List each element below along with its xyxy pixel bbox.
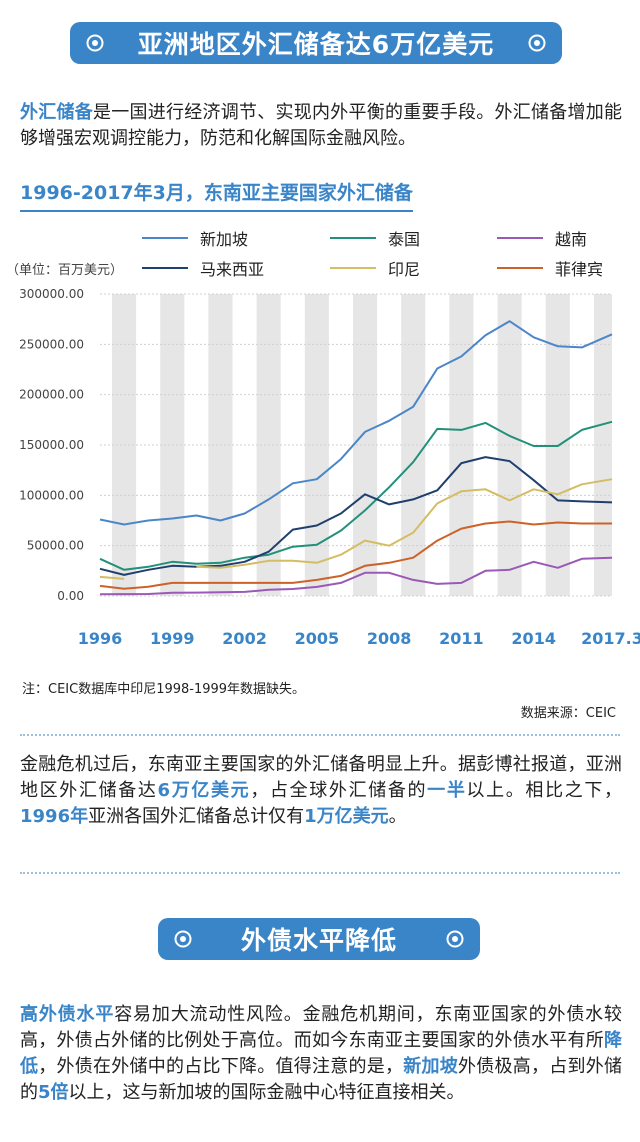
y-tick-label: 300000.00 xyxy=(19,287,84,301)
x-tick-label: 2011 xyxy=(439,629,484,648)
debt-paragraph: 高外债水平容易加大流动性风险。金融危机期间，东南亚国家的外债水较高，外债占外储的… xyxy=(20,1002,622,1106)
series-line-1 xyxy=(99,420,613,571)
legend-label: 越南 xyxy=(555,230,588,249)
legend-item-malaysia: 马来西亚 xyxy=(142,256,264,280)
x-tick-label: 2005 xyxy=(295,629,340,648)
legend-item-singapore: 新加坡 xyxy=(142,226,248,250)
highlight: 降低 xyxy=(20,1030,622,1077)
text: 金融危机过后，东南亚主要国家的外汇储备明显上升。据彭博社报道，亚洲地区外汇储备达 xyxy=(20,754,622,801)
chart-source: 数据来源：CEIC xyxy=(520,706,616,721)
intro-text: 是一国进行经济调节、实现内外平衡的重要手段。外汇储备增加能够增强宏观调控能力，防… xyxy=(20,102,622,149)
bullet-icon xyxy=(528,34,546,52)
text: 容易加大流动性风险。金融危机期间，东南亚国家的外债水较高，外债占外储的比例处于高… xyxy=(20,1004,623,1051)
divider xyxy=(20,734,620,736)
series-line-3 xyxy=(99,456,613,576)
series-line-5 xyxy=(99,520,612,590)
series-line-0 xyxy=(99,320,613,526)
legend-swatch xyxy=(330,237,376,239)
legend-label: 菲律宾 xyxy=(555,260,604,279)
page-title: 亚洲地区外汇储备达6万亿美元 xyxy=(137,30,495,59)
bullet-icon xyxy=(446,930,464,948)
text: 。 xyxy=(388,806,407,827)
legend-item-indonesia: 印尼 xyxy=(330,256,420,280)
line-chart: 0.00 50000.00 100000.00 150000.00 200000.00 2… xyxy=(19,287,640,648)
highlight: 1996年 xyxy=(20,806,89,827)
intro-highlight: 外汇储备 xyxy=(20,102,93,123)
y-tick-label: 150000.00 xyxy=(19,438,84,452)
chart-title: 1996-2017年3月，东南亚主要国家外汇储备 xyxy=(20,178,413,212)
x-tick-label: 2014 xyxy=(511,629,556,648)
legend-item-thailand: 泰国 xyxy=(330,226,420,250)
highlight: 新加坡 xyxy=(403,1056,458,1077)
legend-item-vietnam: 越南 xyxy=(497,226,587,250)
highlight: 高外债水平 xyxy=(20,1004,115,1025)
x-tick-label: 1996 xyxy=(78,629,123,648)
title-banner: 亚洲地区外汇储备达6万亿美元 xyxy=(70,22,562,64)
bullet-icon xyxy=(86,34,104,52)
intro-paragraph: 外汇储备是一国进行经济调节、实现内外平衡的重要手段。外汇储备增加能够增强宏观调控… xyxy=(20,100,622,152)
legend-label: 新加坡 xyxy=(200,230,249,249)
y-tick-label: 0.00 xyxy=(57,589,84,603)
legend-swatch xyxy=(497,267,543,269)
unit-label: （单位：百万美元） xyxy=(6,263,124,278)
x-tick-label: 2002 xyxy=(222,629,267,648)
text: 以上。相比之下， xyxy=(466,780,623,801)
legend-swatch xyxy=(142,237,188,239)
legend-swatch xyxy=(142,267,188,269)
legend-label: 印尼 xyxy=(388,260,421,279)
x-tick-label: 1999 xyxy=(150,629,195,648)
series-line-2 xyxy=(99,556,613,596)
text: 外债极高，占到外储的 xyxy=(20,1056,622,1103)
x-tick-label: 2008 xyxy=(367,629,412,648)
text: 以上，这与新加坡的国际金融中心特征直接相关。 xyxy=(68,1082,465,1103)
y-tick-label: 100000.00 xyxy=(19,488,84,502)
text: ，外债在外储中的占比下降。值得注意的是， xyxy=(38,1056,404,1077)
section-banner: 外债水平降低 xyxy=(158,918,480,960)
chart-note: 注：CEIC数据库中印尼1998-1999年数据缺失。 xyxy=(22,682,306,697)
legend-label: 泰国 xyxy=(388,230,421,249)
highlight: 一半 xyxy=(427,780,467,801)
legend-swatch xyxy=(330,267,376,269)
section-title: 外债水平降低 xyxy=(240,926,397,955)
bullet-icon xyxy=(174,930,192,948)
y-tick-label: 250000.00 xyxy=(19,337,84,351)
summary-paragraph: 金融危机过后，东南亚主要国家的外汇储备明显上升。据彭博社报道，亚洲地区外汇储备达… xyxy=(20,752,622,830)
y-tick-label: 50000.00 xyxy=(27,539,84,553)
legend-item-philippines: 菲律宾 xyxy=(497,256,603,280)
text: ，占全球外汇储备的 xyxy=(250,780,428,801)
text: 亚洲各国外汇储备总计仅有 xyxy=(88,806,305,827)
divider xyxy=(20,872,620,874)
grid-band xyxy=(593,294,612,596)
legend-swatch xyxy=(497,237,543,239)
x-tick-label: 2017.3 xyxy=(581,629,640,648)
y-tick-label: 200000.00 xyxy=(19,388,84,402)
highlight: 1万亿美元 xyxy=(304,806,389,827)
highlight: 6万亿美元 xyxy=(157,780,251,801)
series-line-4 xyxy=(99,478,613,580)
legend-label: 马来西亚 xyxy=(200,260,265,279)
highlight: 5倍 xyxy=(38,1082,69,1103)
